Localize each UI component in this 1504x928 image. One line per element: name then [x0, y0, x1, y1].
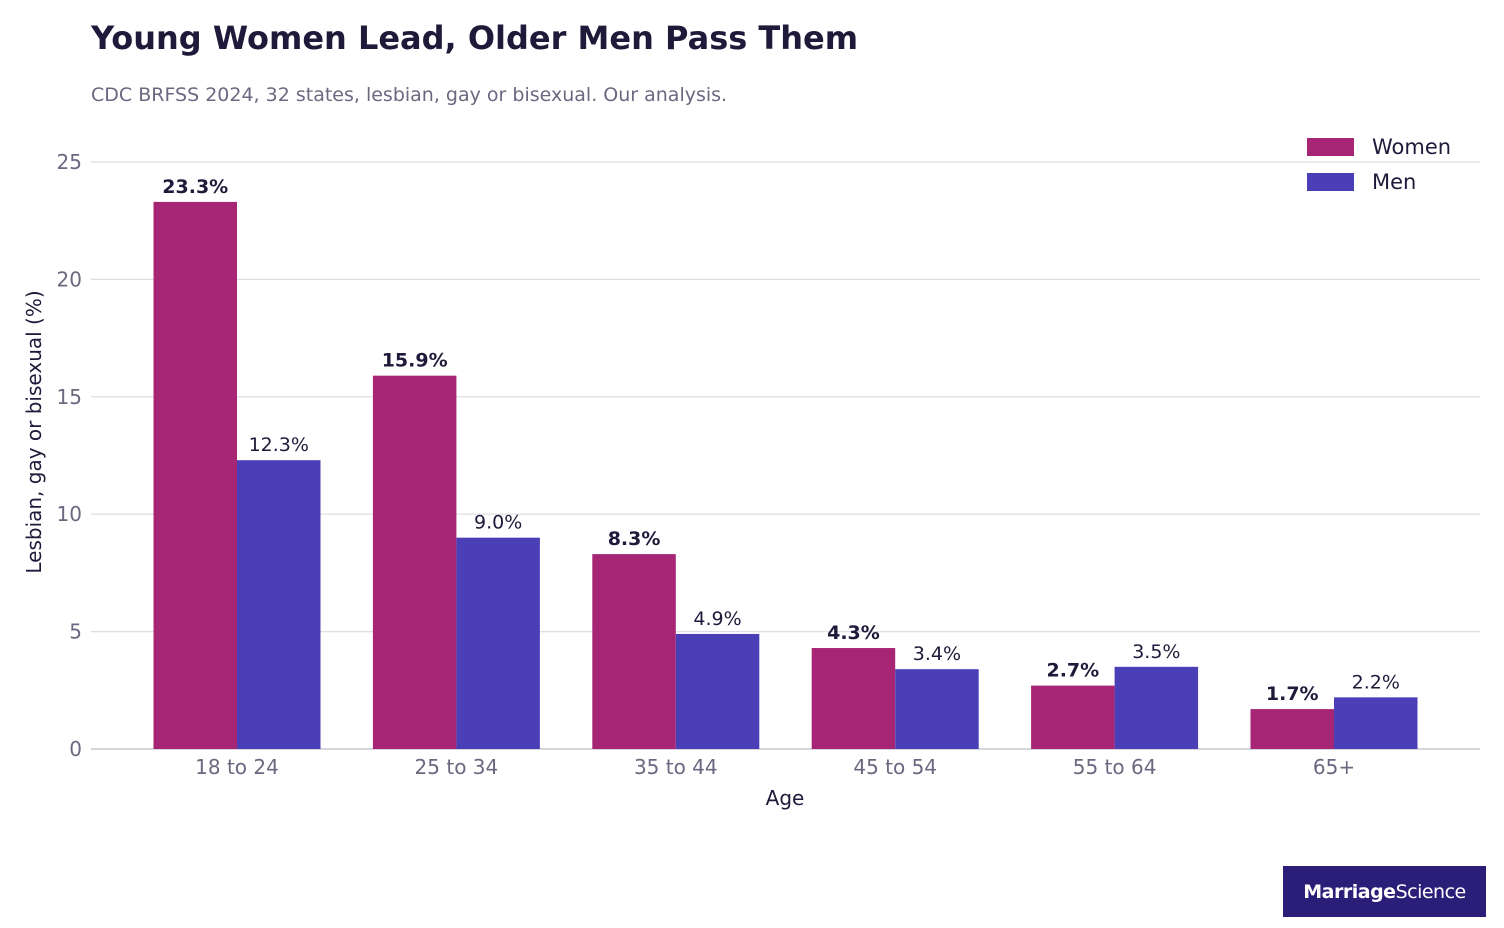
y-tick-label: 20	[57, 267, 82, 291]
bar-women	[1031, 685, 1115, 749]
y-tick-label: 0	[69, 737, 82, 761]
bar-women	[592, 554, 676, 749]
bar-women	[372, 375, 457, 749]
bar-men	[1114, 666, 1199, 749]
marriage-science-logo: Marriage Science	[1283, 866, 1486, 917]
x-axis-label: Age	[766, 786, 805, 810]
logo-part-2: Science	[1395, 880, 1467, 903]
legend-swatch	[1307, 173, 1354, 191]
chart-subtitle: CDC BRFSS 2024, 32 states, lesbian, gay …	[91, 84, 727, 106]
data-label-men: 3.4%	[913, 643, 961, 665]
legend-swatch	[1307, 138, 1354, 156]
data-labels: 23.3% 12.3% 15.9% 9.0% 8.3% 4.9% 4.3% 3.4% 2.7% 3…	[162, 176, 1400, 705]
x-tick-label: 55 to 64	[1073, 755, 1157, 779]
legend: Women Men	[1307, 135, 1451, 194]
legend-label: Men	[1372, 170, 1416, 194]
y-tick-label: 15	[57, 385, 82, 409]
data-label-women: 15.9%	[382, 350, 448, 372]
x-tick-label: 45 to 54	[853, 755, 937, 779]
y-axis-label: Lesbian, gay or bisexual (%)	[22, 290, 46, 573]
bar-women	[153, 201, 237, 749]
x-tick-label: 65+	[1313, 755, 1355, 779]
data-label-men: 12.3%	[249, 434, 309, 456]
bar-men	[456, 537, 540, 749]
x-tick-label: 35 to 44	[634, 755, 718, 779]
data-label-women: 2.7%	[1046, 660, 1099, 682]
data-label-women: 8.3%	[608, 528, 661, 550]
bar-women	[811, 648, 896, 749]
legend-label: Women	[1372, 135, 1451, 159]
axes: 0 5 10 15 20 25 18 to 24 25 to 34 35 to 44 45 to …	[57, 150, 1356, 779]
grid-lines	[91, 161, 1480, 750]
y-tick-label: 25	[57, 150, 82, 174]
bars	[153, 201, 1418, 749]
data-label-men: 9.0%	[474, 512, 522, 534]
bar-women	[1250, 709, 1334, 749]
y-tick-label: 5	[69, 620, 82, 644]
data-label-women: 1.7%	[1266, 683, 1319, 705]
x-tick-label: 18 to 24	[195, 755, 279, 779]
x-tick-label: 25 to 34	[415, 755, 499, 779]
bar-men	[237, 460, 321, 749]
bar-men	[675, 633, 760, 749]
data-label-women: 4.3%	[827, 622, 880, 644]
data-label-men: 2.2%	[1352, 671, 1400, 693]
data-label-men: 3.5%	[1132, 641, 1180, 663]
data-label-women: 23.3%	[162, 176, 228, 198]
logo-part-1: Marriage	[1303, 880, 1396, 903]
chart-title: Young Women Lead, Older Men Pass Them	[90, 19, 858, 57]
bar-men	[1334, 697, 1418, 749]
bar-men	[895, 669, 979, 749]
data-label-men: 4.9%	[693, 608, 741, 630]
y-tick-label: 10	[57, 502, 82, 526]
